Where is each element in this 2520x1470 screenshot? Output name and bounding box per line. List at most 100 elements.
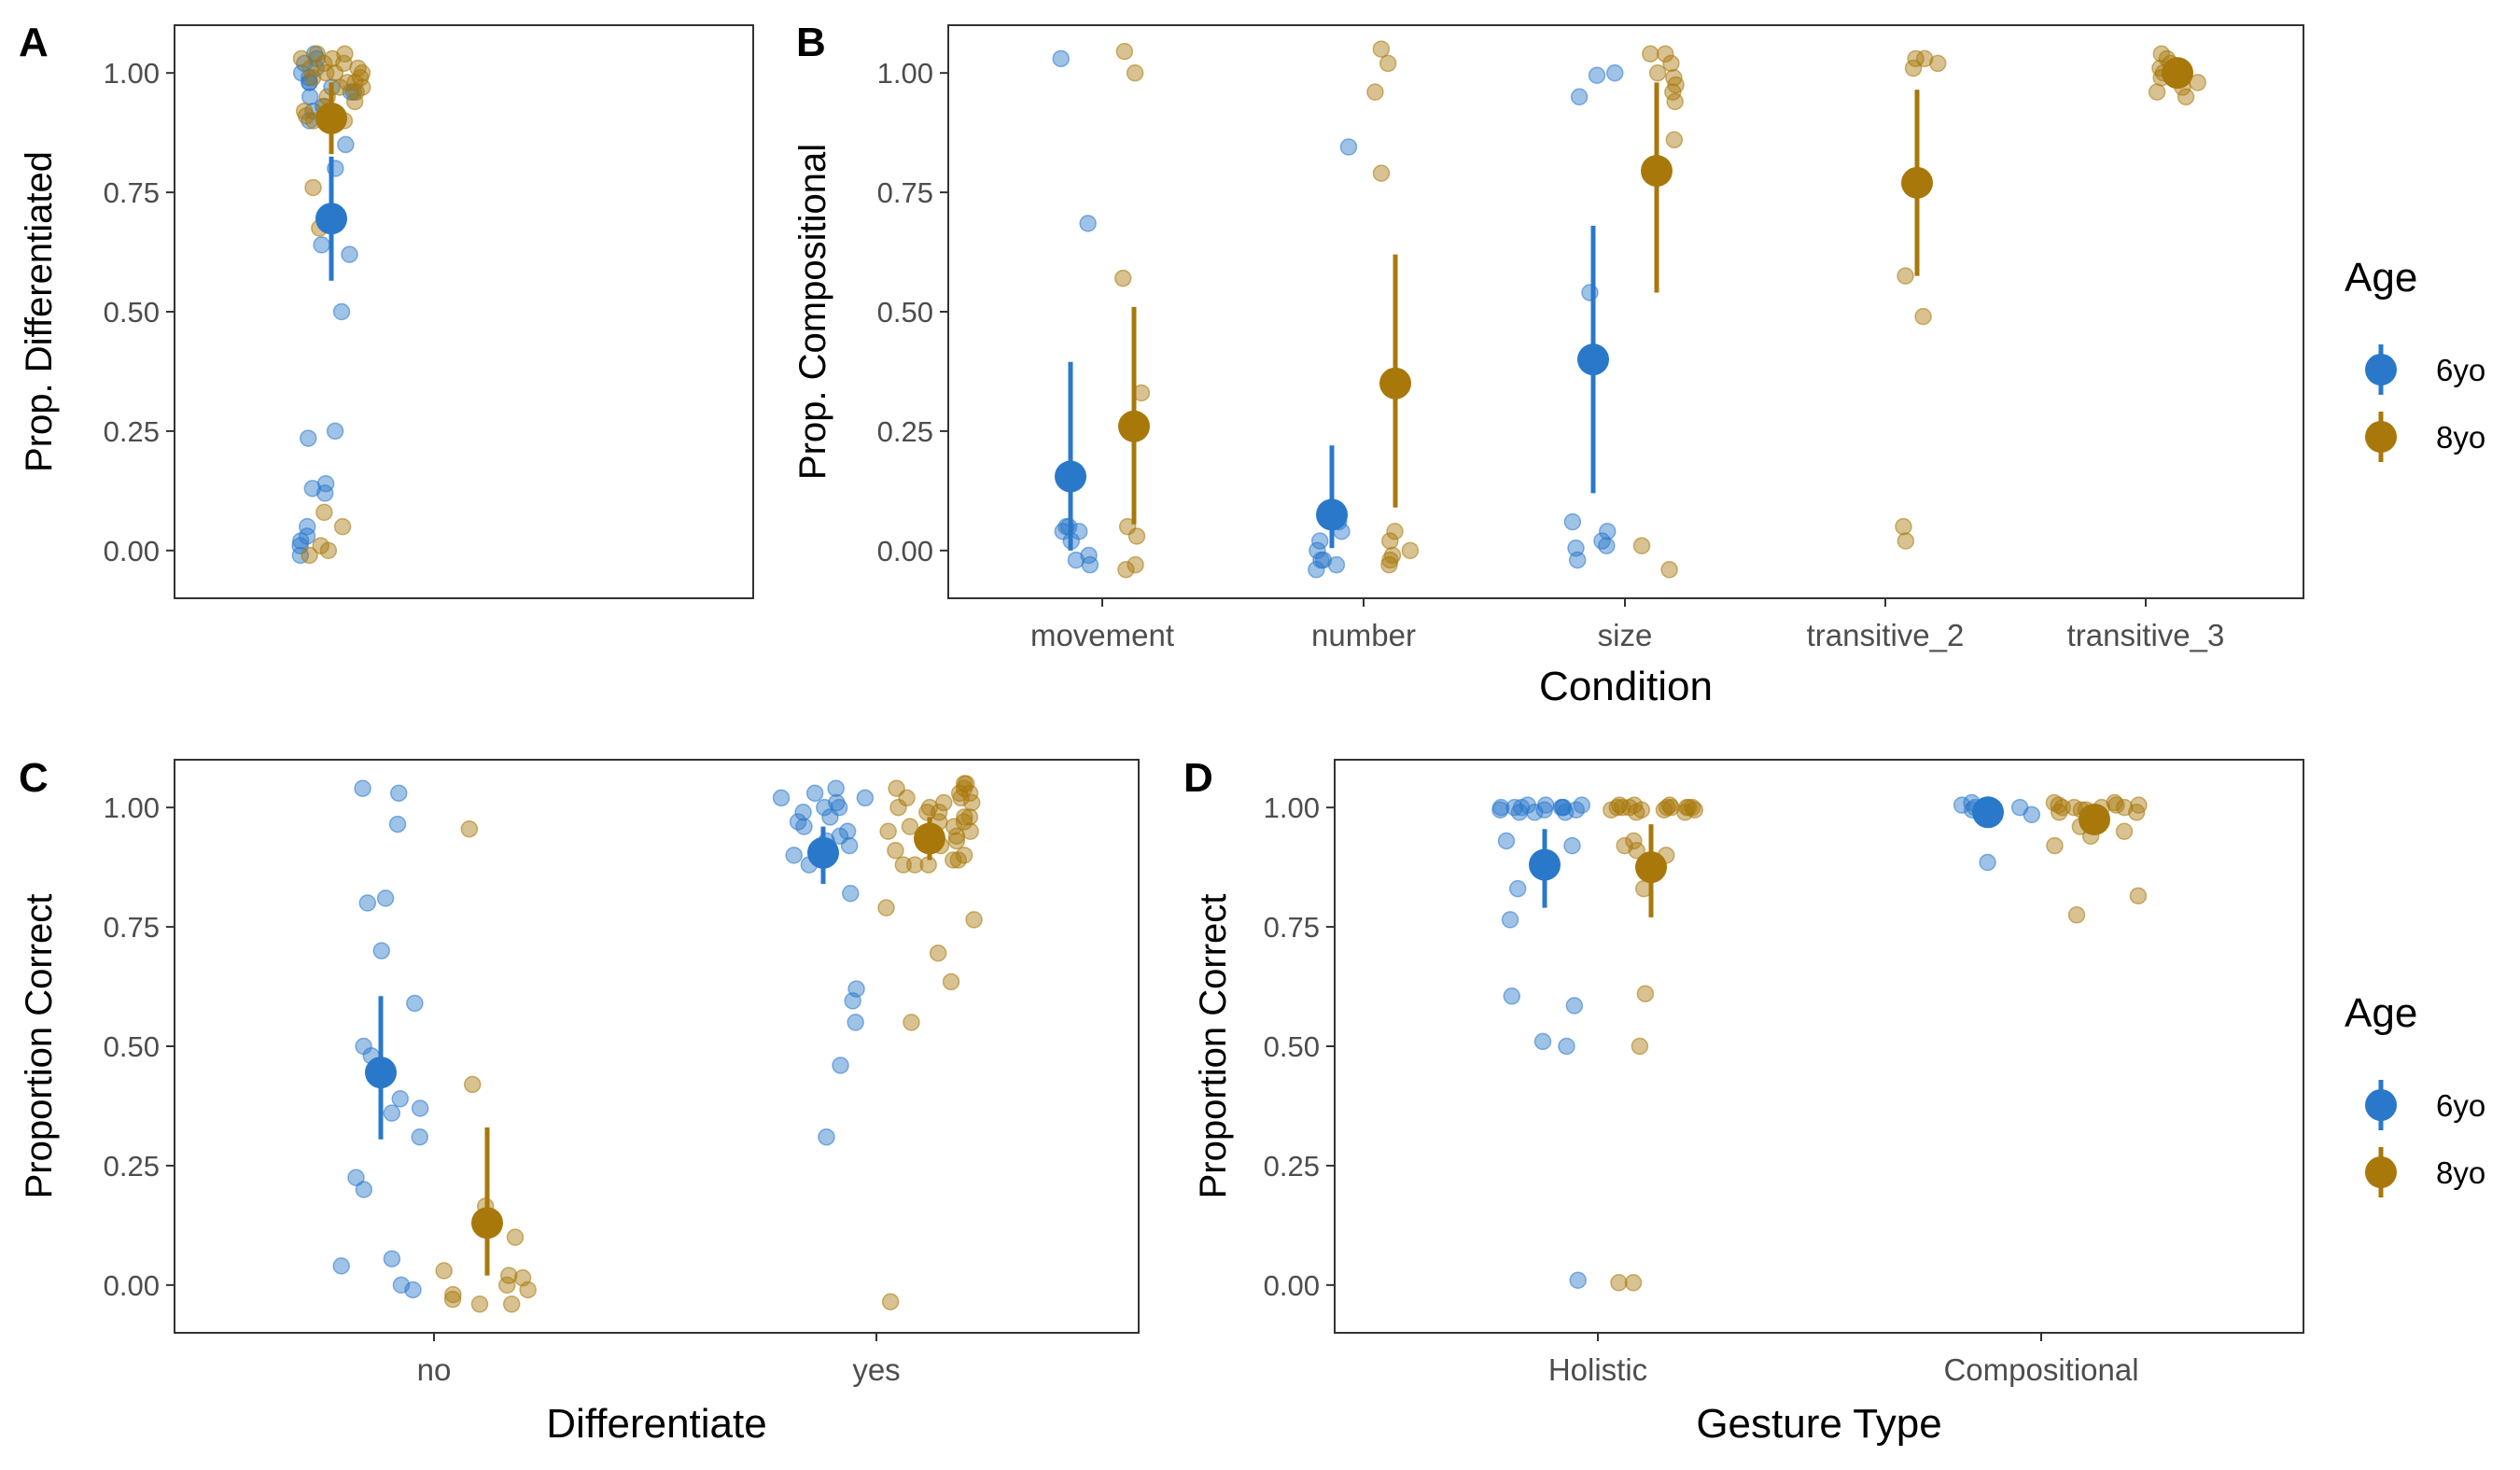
data-point	[1312, 551, 1330, 569]
data-point	[1570, 88, 1589, 105]
data-point	[903, 1014, 920, 1031]
mean-point	[2162, 57, 2193, 90]
data-point	[2050, 804, 2068, 821]
data-point	[1113, 269, 1132, 287]
mean-point	[471, 1207, 503, 1239]
data-point	[1339, 138, 1358, 156]
data-point	[372, 942, 391, 959]
plot-area	[174, 759, 1140, 1334]
legend-label: 8yo	[2436, 420, 2485, 455]
data-point	[942, 973, 960, 991]
data-point	[805, 784, 824, 803]
data-point	[1676, 804, 1694, 821]
data-point	[1588, 66, 1606, 84]
data-point	[920, 798, 939, 817]
x-axis-label: Differentiate	[546, 1401, 766, 1447]
data-point	[856, 789, 875, 807]
data-point	[1627, 804, 1645, 821]
data-point	[955, 813, 973, 831]
data-point	[962, 793, 981, 812]
data-point	[818, 1127, 835, 1146]
legend-title: Age	[2345, 990, 2417, 1036]
data-point	[506, 1228, 525, 1246]
data-point	[308, 45, 327, 63]
data-point	[816, 798, 833, 817]
data-point	[1598, 537, 1616, 554]
data-point	[354, 779, 371, 797]
x-tick-label: transitive_3	[2067, 618, 2225, 652]
data-point	[1558, 1037, 1575, 1056]
data-point	[1501, 911, 1519, 929]
data-point	[965, 911, 983, 929]
y-axis-label: Prop. Compositional	[792, 144, 833, 480]
data-point	[1914, 307, 1932, 326]
data-point	[840, 836, 859, 855]
data-point	[1567, 801, 1586, 819]
data-point	[1636, 985, 1655, 1002]
data-point	[1081, 555, 1099, 574]
mean-point	[807, 836, 839, 869]
data-point	[435, 1262, 453, 1280]
panel-d: D 0.00 0.25 0.50 0.75 1.00 Proportion Correct H…	[1183, 755, 2304, 1447]
data-point	[2177, 88, 2195, 105]
legend-key-6yo	[2365, 1089, 2397, 1121]
data-point	[444, 1285, 462, 1304]
y-tick-label: 0.75	[104, 911, 160, 944]
data-point	[1642, 45, 1659, 63]
mean-point	[1055, 460, 1086, 493]
data-point	[1556, 804, 1575, 821]
data-point	[1117, 561, 1135, 579]
data-point	[1401, 541, 1420, 560]
data-point	[1380, 555, 1398, 574]
x-tick-label: number	[1311, 618, 1416, 652]
mean-point	[1635, 851, 1667, 884]
data-point	[947, 832, 966, 850]
data-point	[337, 135, 355, 154]
data-point	[952, 789, 970, 807]
x-tick-label: transitive_2	[1807, 618, 1965, 652]
y-tick-label: 0.00	[1264, 1269, 1320, 1302]
data-point	[1624, 1274, 1643, 1292]
data-point	[502, 1295, 521, 1313]
data-point	[460, 819, 479, 838]
data-point	[341, 245, 358, 263]
data-point	[1603, 801, 1620, 819]
data-point	[411, 1127, 428, 1146]
data-point	[315, 484, 334, 502]
data-point	[326, 422, 344, 441]
x-tick-label: yes	[852, 1352, 900, 1387]
data-point	[785, 847, 803, 864]
data-point	[376, 889, 395, 907]
data-point	[949, 851, 968, 869]
legend-key-8yo	[2365, 1156, 2397, 1188]
data-point	[1657, 45, 1674, 63]
data-point	[772, 789, 791, 807]
y-tick-label: 0.75	[1264, 911, 1320, 944]
data-point	[1533, 1032, 1552, 1051]
mean-point	[1529, 848, 1561, 881]
data-point	[1079, 215, 1097, 232]
mean-point	[1901, 166, 1933, 199]
legend-label: 6yo	[2436, 1088, 2485, 1123]
y-tick-label: 0.75	[104, 176, 160, 209]
mean-point	[2079, 803, 2110, 835]
data-point	[406, 994, 424, 1013]
data-point	[347, 1169, 365, 1186]
data-point	[947, 827, 966, 846]
y-tick-label: 1.00	[104, 57, 160, 90]
data-point	[383, 1104, 401, 1122]
data-point	[1569, 1271, 1587, 1289]
data-point	[1563, 512, 1582, 531]
data-point	[1491, 801, 1509, 819]
data-point	[887, 841, 904, 860]
legend: Age 6yo 8yo	[2345, 990, 2485, 1197]
data-point	[1658, 798, 1676, 817]
data-point	[1309, 541, 1326, 560]
data-point	[1662, 54, 1680, 73]
data-point	[1115, 42, 1134, 61]
data-point	[905, 856, 924, 874]
mean-point	[1316, 498, 1348, 531]
data-point	[304, 178, 322, 197]
data-point	[794, 804, 812, 821]
